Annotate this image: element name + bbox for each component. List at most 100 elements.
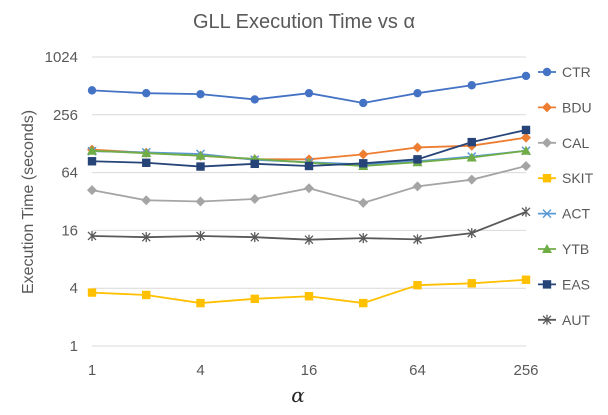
legend-label: EAS [562, 276, 590, 292]
legend-item-aut: AUT [538, 312, 590, 328]
y-tick-label: 4 [70, 280, 78, 297]
legend-item-bdu: BDU [538, 99, 592, 115]
ctr-point [359, 98, 368, 108]
legend-label: BDU [562, 99, 592, 115]
skit-point [467, 279, 476, 288]
legend-cal-point [542, 137, 552, 148]
aut-point [467, 228, 477, 239]
skit-point [250, 294, 259, 304]
ctr-point [304, 88, 314, 98]
aut-point [250, 232, 260, 243]
ctr-point [467, 81, 476, 90]
skit-point [142, 290, 151, 300]
legend-ctr-point [542, 67, 552, 77]
legend-ytb-point [542, 244, 552, 253]
y-tick-label: 16 [61, 222, 78, 239]
cal-point [141, 195, 152, 206]
legend-item-eas: EAS [538, 276, 590, 292]
legend-item-ytb: YTB [538, 241, 589, 257]
legend-label: CTR [562, 64, 591, 80]
eas-point [142, 158, 151, 167]
x-axis-ticks: 1 4 16 64 256 [88, 362, 539, 379]
legend-eas-point [542, 280, 552, 289]
bdu-point [412, 142, 423, 153]
ctr-point [413, 88, 422, 98]
ctr-point [87, 86, 97, 95]
x-axis-label: α [291, 383, 305, 407]
cal-point [521, 160, 531, 171]
eas-point [87, 157, 97, 166]
legend-label: SKIT [562, 170, 594, 186]
cal-point [412, 181, 423, 192]
x-tick-label: 1 [88, 362, 96, 379]
ytb-point [466, 152, 477, 162]
cal-point [87, 185, 97, 196]
legend: CTR BDU CAL SKIT ACT YTB EAS AUT [538, 64, 594, 328]
y-axis-ticks: 1 4 16 64 256 1024 [45, 49, 78, 355]
x-tick-label: 4 [196, 362, 204, 379]
y-tick-label: 1 [70, 338, 78, 355]
skit-point [87, 288, 97, 297]
aut-point [521, 206, 531, 217]
eas-point [413, 155, 422, 164]
ctr-point [142, 88, 151, 98]
legend-skit-point [542, 174, 552, 183]
eas-point [521, 125, 531, 135]
legend-act-point [542, 209, 552, 219]
y-tick-label: 64 [61, 165, 78, 182]
eas-point [250, 159, 259, 169]
skit-point [196, 298, 205, 308]
chart-title: GLL Execution Time vs α [193, 11, 415, 33]
legend-item-skit: SKIT [538, 170, 594, 186]
cal-point [195, 196, 206, 207]
legend-label: ACT [562, 206, 590, 222]
y-tick-label: 256 [53, 107, 78, 124]
series-aut [87, 206, 531, 245]
legend-label: AUT [562, 312, 590, 328]
cal-point [466, 174, 477, 185]
aut-point [358, 233, 368, 244]
cal-point [249, 193, 260, 204]
ytb-point [521, 145, 531, 155]
cal-point [304, 183, 314, 194]
x-tick-label: 16 [301, 362, 318, 379]
skit-point [521, 275, 531, 284]
y-tick-label: 1024 [45, 49, 78, 66]
skit-point [304, 292, 314, 301]
skit-point [413, 280, 422, 290]
ctr-point [196, 89, 205, 99]
aut-point [196, 230, 205, 241]
aut-point [87, 230, 97, 241]
legend-item-cal: CAL [538, 135, 589, 151]
series-eas [87, 125, 531, 171]
series-cal [87, 160, 531, 208]
series [87, 71, 531, 308]
legend-item-ctr: CTR [538, 64, 591, 80]
legend-label: YTB [562, 241, 589, 257]
grid [92, 56, 526, 347]
bdu-point [521, 132, 531, 143]
legend-bdu-point [542, 102, 552, 113]
ytb-point [141, 148, 152, 158]
ytb-point [195, 150, 206, 160]
legend-aut-point [542, 314, 552, 325]
legend-label: CAL [562, 135, 589, 151]
eas-point [196, 162, 205, 171]
eas-point [304, 161, 314, 171]
aut-point [141, 232, 151, 243]
series-ctr [87, 71, 531, 108]
eas-point [467, 137, 476, 147]
skit-point [359, 298, 368, 308]
aut-point [304, 234, 314, 245]
ctr-point [250, 95, 259, 104]
series-skit [87, 275, 531, 308]
y-axis-label: Execution Time (seconds) [20, 110, 37, 294]
eas-point [359, 159, 368, 168]
x-tick-label: 64 [409, 362, 426, 379]
x-tick-label: 256 [513, 362, 538, 379]
cal-point [358, 197, 369, 208]
bdu-point [358, 149, 369, 160]
ctr-point [521, 71, 531, 81]
ytb-point [87, 145, 97, 155]
